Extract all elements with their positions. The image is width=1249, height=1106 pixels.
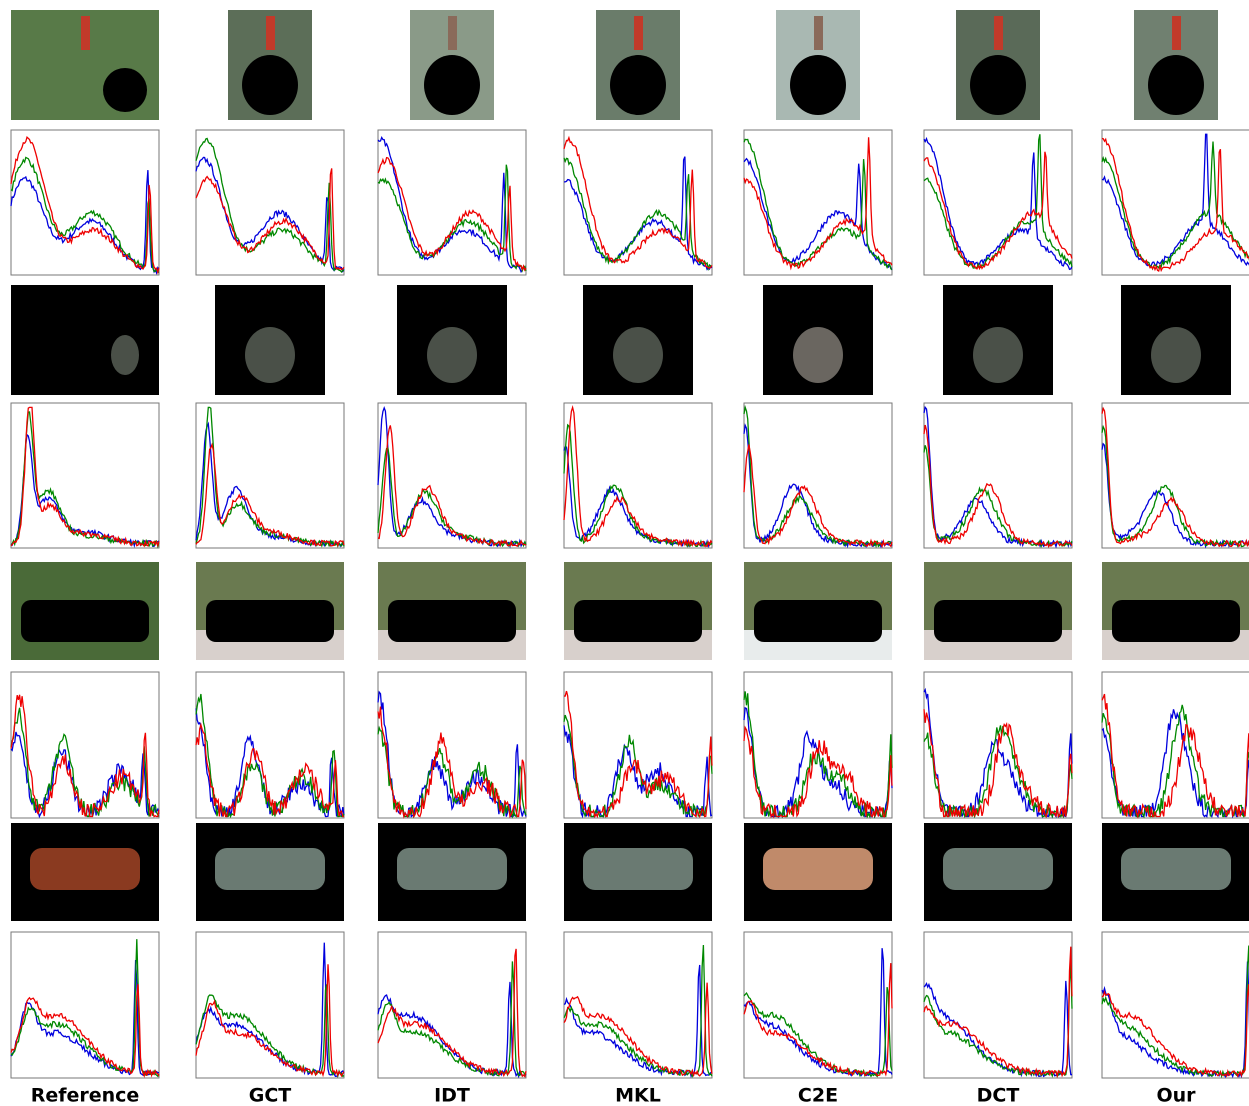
person [1172, 16, 1181, 50]
subject [427, 327, 477, 383]
column-label: C2E [798, 1085, 838, 1106]
subject [973, 327, 1023, 383]
mask [610, 55, 666, 115]
histogram-frame [196, 130, 344, 275]
histogram-frame [1102, 932, 1249, 1078]
mask [424, 55, 480, 115]
vehicle [397, 848, 507, 890]
mask [754, 600, 882, 642]
mask [1148, 55, 1204, 115]
mask [574, 600, 702, 642]
person [814, 16, 823, 50]
column-label: GCT [249, 1085, 292, 1106]
column-label: IDT [434, 1085, 470, 1106]
subject [793, 327, 843, 383]
person [448, 16, 457, 50]
column-label: Reference [31, 1085, 140, 1106]
vehicle [583, 848, 693, 890]
histogram-frame [744, 932, 892, 1078]
column-label: MKL [615, 1085, 661, 1106]
histogram-frame [11, 130, 159, 275]
person [266, 16, 275, 50]
person [634, 16, 643, 50]
histogram-frame [378, 672, 526, 818]
histogram-frame [1102, 672, 1249, 818]
person [81, 16, 90, 50]
histogram-frame [564, 403, 712, 548]
histogram-frame [924, 932, 1072, 1078]
column-label: Our [1156, 1085, 1196, 1106]
histogram-frame [744, 672, 892, 818]
histogram-frame [1102, 403, 1249, 548]
subject [613, 327, 663, 383]
figure: Reference GCT IDT MKL C2E DCT Our [0, 0, 1249, 1106]
histogram-frame [196, 403, 344, 548]
vehicle [943, 848, 1053, 890]
vehicle [30, 848, 140, 890]
subject [245, 327, 295, 383]
subject [1151, 327, 1201, 383]
subject [111, 335, 139, 375]
mask [790, 55, 846, 115]
column-label: DCT [977, 1085, 1020, 1106]
histogram-frame [378, 403, 526, 548]
person [994, 16, 1003, 50]
mask [1112, 600, 1240, 642]
vehicle [215, 848, 325, 890]
mask [970, 55, 1026, 115]
mask [21, 600, 149, 642]
image [11, 285, 159, 395]
vehicle [1121, 848, 1231, 890]
mask [388, 600, 516, 642]
mask [934, 600, 1062, 642]
histogram-frame [378, 130, 526, 275]
vehicle [763, 848, 873, 890]
histogram-frame [924, 403, 1072, 548]
mask [103, 68, 147, 112]
histogram-frame [564, 672, 712, 818]
mask [242, 55, 298, 115]
mask [206, 600, 334, 642]
